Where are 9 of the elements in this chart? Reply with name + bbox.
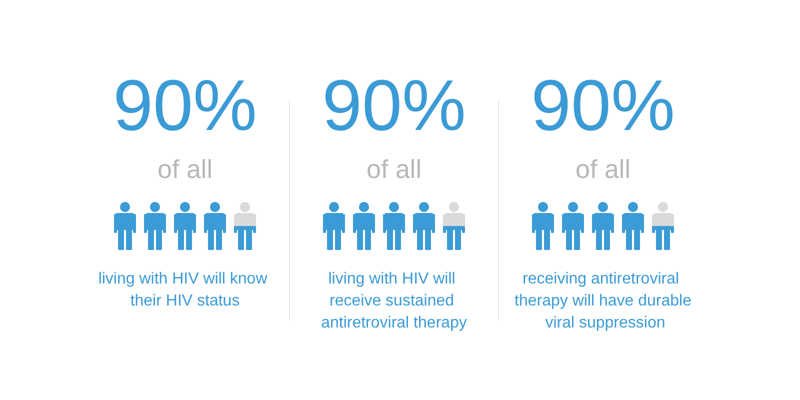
data-label: 90% [530,66,676,146]
text: receiving antiretroviral therapy will have durable viral suppression [514,270,692,332]
data-label: 90% [112,66,258,146]
text: of all [576,154,630,184]
text: living with HIV will know their HIV status [98,270,272,310]
data-label: 90% [322,66,466,146]
text: living with HIV will receive sustained antiretroviral therapy [321,270,467,332]
text: of all [366,154,422,184]
text: of all [158,154,212,184]
